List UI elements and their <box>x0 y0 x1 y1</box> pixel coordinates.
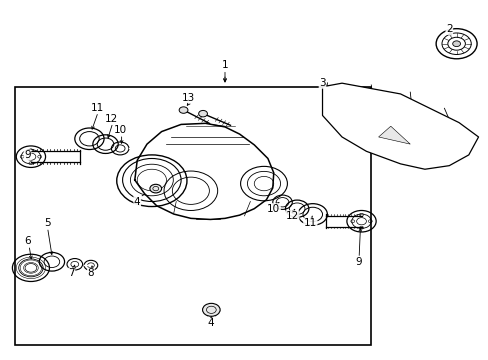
Text: 3: 3 <box>319 78 325 88</box>
Text: 13: 13 <box>182 93 195 103</box>
Circle shape <box>179 107 187 113</box>
Polygon shape <box>378 126 409 144</box>
Text: 12: 12 <box>285 211 298 221</box>
Text: 9: 9 <box>24 150 31 160</box>
Text: 6: 6 <box>24 236 31 246</box>
Circle shape <box>150 184 161 193</box>
Text: 11: 11 <box>303 218 316 228</box>
Text: 2: 2 <box>445 24 452 35</box>
Text: 12: 12 <box>105 114 118 124</box>
Circle shape <box>202 303 220 316</box>
Text: 9: 9 <box>355 257 362 267</box>
Polygon shape <box>322 83 478 169</box>
Text: 5: 5 <box>43 218 50 228</box>
Text: 8: 8 <box>87 268 94 278</box>
Text: 10: 10 <box>266 204 280 214</box>
Text: 10: 10 <box>113 125 126 135</box>
Circle shape <box>198 111 207 117</box>
Text: 7: 7 <box>68 268 75 278</box>
Text: 11: 11 <box>90 103 103 113</box>
Text: 4: 4 <box>206 319 213 328</box>
Text: 4: 4 <box>134 197 140 207</box>
Circle shape <box>452 41 460 46</box>
Text: 1: 1 <box>221 60 228 70</box>
Text: 1: 1 <box>221 60 228 70</box>
Polygon shape <box>135 123 273 220</box>
Bar <box>15 87 370 345</box>
